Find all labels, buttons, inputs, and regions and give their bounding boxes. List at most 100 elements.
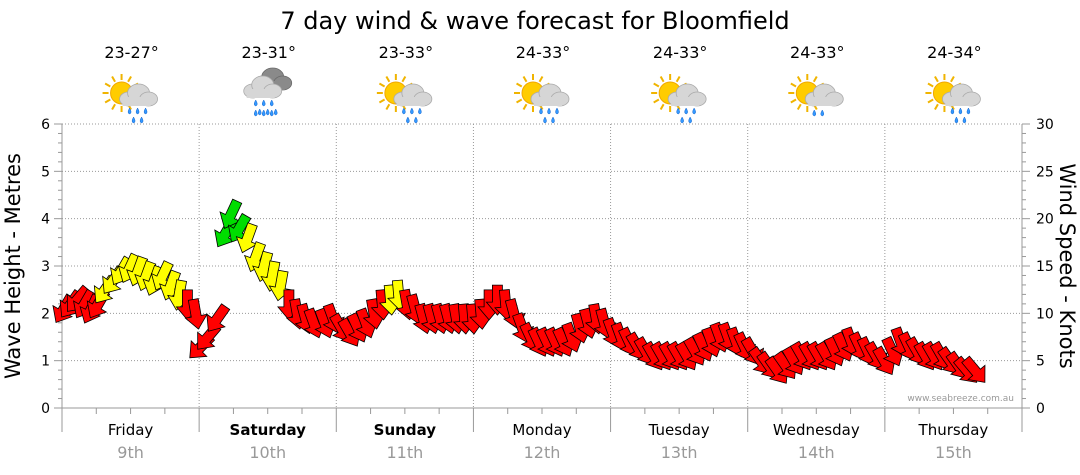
sun-cloud-showers-icon [925, 74, 981, 124]
day-date-label: 13th [661, 443, 698, 462]
sun-cloud-showers-icon [102, 74, 158, 124]
sun-ray [790, 98, 797, 104]
day-name-label: Saturday [230, 421, 307, 439]
rain-drop [402, 107, 406, 115]
left-tick-label: 2 [41, 306, 50, 322]
cloud-shape [393, 83, 433, 107]
rain-drop [820, 109, 825, 117]
rain-drop [684, 107, 688, 115]
cloud-base [122, 97, 151, 106]
sun-ray [812, 76, 818, 83]
rain-drop [406, 116, 410, 124]
sun-ray [927, 82, 934, 88]
day-name-label: Thursday [918, 421, 989, 439]
wind-arrows [52, 198, 986, 384]
rain-drop [418, 107, 422, 115]
sun-ray [385, 76, 391, 83]
day-date-label: 10th [249, 443, 286, 462]
watermark: www.seabreeze.com.au [907, 394, 1014, 404]
rain-drop [253, 109, 258, 117]
left-tick-label: 1 [41, 354, 50, 370]
sun-cloud-showers-icon [514, 74, 570, 124]
rain-drop [551, 116, 555, 124]
sun-ray [653, 98, 660, 104]
right-tick-label: 0 [1036, 401, 1045, 417]
sun-ray [111, 76, 116, 83]
right-tick-label: 15 [1036, 259, 1054, 275]
day-date-label: 12th [524, 443, 561, 462]
rain-drop [676, 107, 680, 115]
wind-arrow-shape [961, 355, 986, 383]
day-name-label: Friday [108, 421, 154, 439]
sun-ray [659, 103, 665, 110]
day-name-label: Tuesday [648, 421, 710, 439]
temperature-label: 23-31° [241, 43, 296, 62]
rain-drop [539, 107, 543, 115]
cloud-shape [119, 83, 158, 107]
sun-ray [378, 98, 386, 104]
forecast-row: 23-27° 23-31° 23-33° 24-33° 24-33° 24-33° 24-3… [102, 43, 982, 124]
rain-drop [269, 109, 274, 117]
day-name-label: Wednesday [773, 421, 860, 439]
cloud-base [671, 97, 700, 106]
sun-ray [111, 103, 116, 110]
rain-drop [414, 116, 418, 124]
day-date-label: 11th [386, 443, 423, 462]
cloud-base [534, 97, 562, 106]
rain-drop [257, 108, 262, 116]
sun-ray [675, 76, 681, 83]
rain-drop [692, 107, 696, 115]
sun-cloud-showers-icon [651, 74, 707, 124]
day-name-label: Monday [512, 421, 571, 439]
rain-drop [966, 107, 971, 115]
rain-drops [127, 107, 148, 124]
left-tick-label: 4 [41, 212, 50, 228]
left-tick-label: 6 [41, 117, 50, 133]
day-labels: Friday 9th Saturday 10th Sunday 11th Monday 12t… [108, 421, 989, 462]
right-tick-label: 25 [1036, 164, 1054, 180]
cloud-base [396, 97, 425, 106]
rain-drop [543, 116, 547, 124]
sun-ray [401, 76, 407, 83]
sun-ray [516, 82, 523, 88]
rain-drop [139, 116, 144, 124]
rain-drop [812, 109, 817, 117]
sun-ray [385, 103, 391, 110]
rain-drops [812, 109, 825, 117]
rain-drop [410, 107, 414, 115]
sun-ray [538, 76, 544, 83]
sun-cloud-light-rain-icon [788, 74, 844, 117]
sun-ray [796, 76, 802, 83]
rain-drop [265, 108, 270, 116]
rain-drop [253, 99, 258, 107]
rain-drop [547, 107, 551, 115]
temperature-label: 24-34° [927, 43, 982, 62]
cloud-rain-icon [243, 67, 293, 117]
temperature-label: 24-33° [653, 43, 708, 62]
cloud-shape [243, 75, 283, 99]
chart-axes: 0 1 2 3 4 5 6 0 5 10 15 20 25 30 [41, 117, 1054, 432]
rain-drop [273, 108, 278, 116]
rain-drop [135, 107, 140, 115]
cloud-shape [804, 83, 844, 107]
sun-ray [796, 103, 802, 110]
rain-drops [539, 107, 559, 124]
rain-drop [131, 116, 136, 124]
right-tick-label: 10 [1036, 306, 1054, 322]
right-axis-title: Wind Speed - Knots [1055, 163, 1079, 368]
right-tick-label: 30 [1036, 117, 1054, 133]
rain-drop [143, 107, 148, 115]
temperature-label: 24-33° [790, 43, 845, 62]
rain-drop [950, 107, 955, 115]
sun-ray [653, 82, 660, 88]
wind-arrow [206, 303, 231, 332]
wind-arrow-shape [206, 303, 231, 332]
sun-ray [934, 103, 939, 110]
day-date-label: 14th [798, 443, 835, 462]
rain-drop [958, 107, 963, 115]
rain-drop [954, 116, 959, 124]
day-date-label: 9th [117, 443, 144, 462]
sun-ray [127, 76, 132, 83]
day-date-label: 15th [935, 443, 972, 462]
sun-ray [378, 82, 386, 88]
